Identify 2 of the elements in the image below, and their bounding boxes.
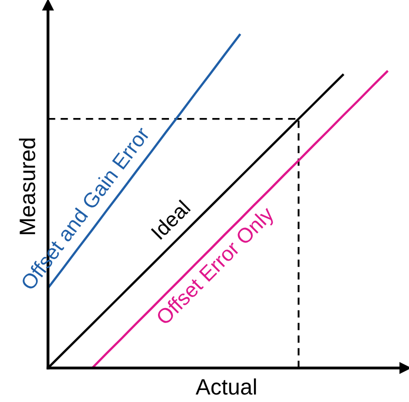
x-axis-title: Actual [196, 378, 256, 395]
y-axis-title: Measured [18, 138, 36, 234]
